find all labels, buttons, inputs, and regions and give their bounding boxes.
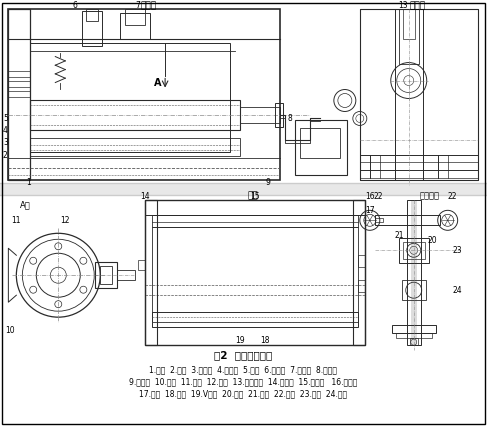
Text: 19: 19 — [235, 336, 245, 345]
Bar — [295, 121, 347, 176]
Text: 13: 13 — [398, 1, 408, 10]
Bar — [410, 338, 418, 345]
Text: 12: 12 — [60, 216, 70, 225]
Text: A向: A向 — [20, 201, 31, 210]
Bar — [8, 81, 30, 86]
Text: A: A — [154, 78, 162, 87]
Text: 2: 2 — [3, 151, 8, 160]
Text: 机架: 机架 — [247, 191, 259, 200]
Bar — [152, 312, 358, 327]
Bar — [152, 215, 358, 227]
Bar — [145, 200, 157, 345]
Bar — [402, 280, 426, 300]
Bar — [399, 9, 419, 63]
Bar — [125, 9, 145, 25]
Text: 16: 16 — [365, 192, 375, 201]
Text: 9: 9 — [265, 178, 270, 187]
Bar — [145, 200, 365, 345]
Bar — [399, 238, 429, 263]
Bar — [360, 9, 478, 180]
Text: 24: 24 — [453, 286, 463, 295]
Text: 主视图: 主视图 — [140, 1, 156, 10]
Text: 图2  压装工具结构: 图2 压装工具结构 — [214, 350, 272, 360]
Text: 3: 3 — [3, 138, 8, 147]
Text: 17: 17 — [365, 206, 375, 215]
Text: 10: 10 — [5, 325, 15, 335]
Text: 15: 15 — [250, 192, 260, 201]
Bar — [86, 9, 98, 20]
Bar — [30, 101, 240, 130]
Bar — [353, 200, 365, 345]
Text: 1: 1 — [26, 178, 31, 187]
Bar — [0, 183, 487, 196]
Bar — [375, 218, 383, 222]
Text: 23: 23 — [453, 246, 463, 255]
Bar — [138, 260, 145, 270]
Text: 22: 22 — [448, 192, 457, 201]
Text: 1.压块  2.导套  3.控制盒  4.保护罩  5.机架  6.保护缸  7.升降架  8.液压站: 1.压块 2.导套 3.控制盒 4.保护罩 5.机架 6.保护缸 7.升降架 8… — [149, 366, 337, 374]
Bar — [8, 9, 30, 180]
Bar — [358, 280, 365, 292]
Bar — [8, 9, 280, 180]
Bar — [30, 138, 240, 156]
Bar — [145, 200, 365, 345]
Text: 7: 7 — [136, 1, 141, 10]
Text: 18: 18 — [260, 336, 270, 345]
Bar — [275, 104, 283, 127]
Bar — [300, 129, 340, 158]
Bar — [403, 9, 415, 39]
Text: 21: 21 — [394, 231, 404, 240]
Bar — [403, 242, 425, 259]
Bar — [8, 71, 30, 77]
Bar — [8, 90, 30, 97]
Bar — [375, 215, 440, 225]
Text: 6: 6 — [73, 1, 78, 10]
Bar — [240, 107, 280, 124]
Bar — [117, 270, 135, 280]
Text: 左视图: 左视图 — [410, 1, 426, 10]
Bar — [360, 9, 478, 180]
Text: 9.压装缸  10.指针  11.压头  12.溜板  13.限位开关  14.左侧板  15.上侧板   16.右侧板: 9.压装缸 10.指针 11.压头 12.溜板 13.限位开关 14.左侧板 1… — [129, 377, 357, 386]
Text: 5: 5 — [3, 114, 8, 123]
Bar — [392, 325, 436, 333]
Bar — [152, 227, 358, 322]
Bar — [82, 11, 102, 46]
Text: 8: 8 — [287, 114, 292, 123]
Bar — [407, 200, 421, 345]
Bar — [411, 200, 417, 345]
Bar — [396, 333, 431, 338]
Bar — [120, 13, 150, 39]
Text: 11: 11 — [12, 216, 21, 225]
Text: 22: 22 — [373, 192, 383, 201]
Bar — [100, 266, 112, 284]
Text: 14: 14 — [140, 192, 150, 201]
Text: 20: 20 — [428, 236, 437, 245]
Text: 4: 4 — [3, 126, 8, 135]
Bar — [30, 43, 230, 153]
Bar — [395, 9, 423, 180]
Bar — [8, 9, 280, 180]
Bar — [95, 262, 117, 288]
Text: 升降机构: 升降机构 — [420, 192, 440, 201]
Text: 17.导轨  18.钢尺  19.V形板  20.轴承  21.轴承  22.手轮  23.光杠  24.螺母: 17.导轨 18.钢尺 19.V形板 20.轴承 21.轴承 22.手轮 23.… — [139, 389, 347, 399]
Bar — [358, 255, 365, 267]
